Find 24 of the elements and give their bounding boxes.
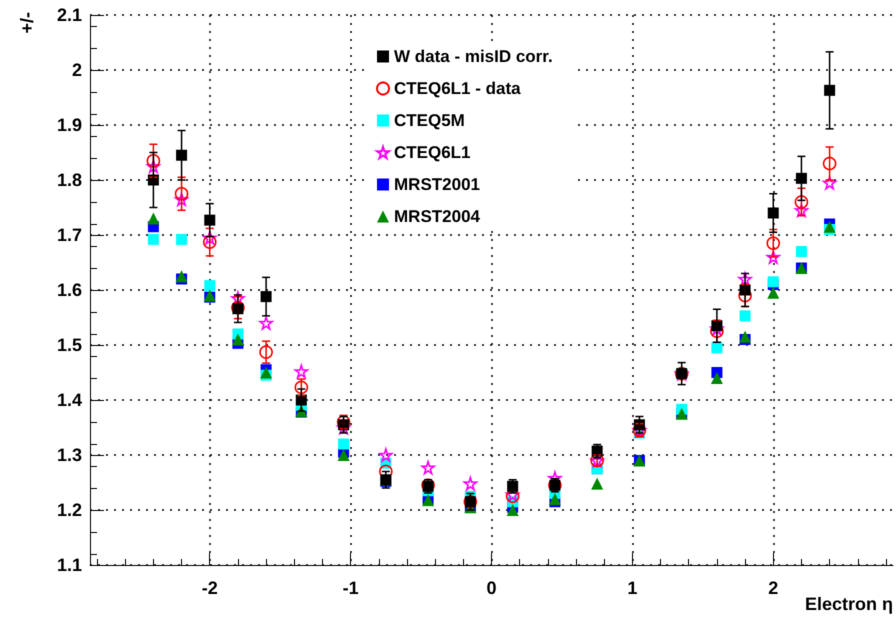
legend-label: CTEQ6L1 - data [394, 79, 522, 98]
x-tick-label: 1 [627, 578, 638, 598]
y-axis-title: +/- [17, 12, 37, 34]
y-tick-label: 2 [72, 60, 82, 80]
x-tick-label: 2 [768, 578, 778, 598]
x-axis-title: Electron η [804, 594, 893, 614]
legend-label: W data - misID corr. [394, 47, 553, 66]
legend-label: MRST2004 [394, 207, 481, 226]
y-tick-label: 1.5 [56, 335, 82, 355]
y-tick-label: 1.9 [56, 115, 82, 135]
y-tick-label: 1.1 [56, 555, 82, 575]
y-tick-label: 1.6 [56, 280, 82, 300]
x-tick-label: -2 [202, 578, 218, 598]
legend-label: CTEQ6L1 [394, 143, 471, 162]
y-tick-label: 1.7 [56, 225, 82, 245]
legend-label: MRST2001 [394, 175, 480, 194]
x-tick-label: -1 [342, 578, 359, 598]
x-tick-label: 0 [486, 578, 497, 598]
y-tick-label: 1.4 [56, 390, 82, 410]
y-tick-label: 1.8 [56, 170, 82, 190]
legend-label: CTEQ5M [394, 111, 465, 130]
y-tick-label: 1.2 [56, 500, 82, 520]
y-tick-label: 1.3 [56, 445, 82, 465]
y-tick-label: 2.1 [56, 5, 82, 25]
